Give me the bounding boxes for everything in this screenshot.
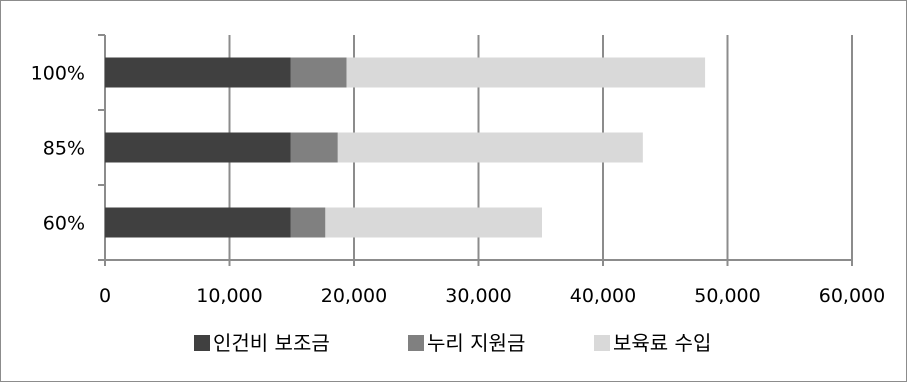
x-tick-label: 30,000 (445, 285, 511, 307)
x-tick-label: 60,000 (819, 285, 885, 307)
x-tick-label: 20,000 (321, 285, 387, 307)
legend: 인건비 보조금 누리 지원금 보육료 수입 (194, 331, 711, 355)
x-tick-label: 0 (99, 285, 111, 307)
bar-segment (290, 57, 347, 88)
bar-segment (290, 207, 326, 238)
bar-segment (105, 57, 291, 88)
bars (105, 57, 706, 238)
legend-swatch (594, 335, 610, 351)
x-tick-label: 10,000 (196, 285, 262, 307)
legend-swatch (408, 335, 424, 351)
bar-segment (105, 207, 291, 238)
y-tick-label: 60% (43, 213, 85, 235)
legend-swatch (194, 335, 210, 351)
x-tick-label: 50,000 (694, 285, 760, 307)
bar-segment (105, 132, 291, 163)
y-tick-label: 100% (31, 63, 85, 85)
bar-segment (325, 207, 542, 238)
legend-label: 보육료 수입 (613, 331, 711, 355)
x-tick-label: 40,000 (570, 285, 636, 307)
x-tick-labels: 0 10,000 20,000 30,000 40,000 50,000 60,000 (99, 285, 885, 307)
bar-segment (346, 57, 706, 88)
legend-label: 누리 지원금 (427, 331, 525, 355)
legend-label: 인건비 보조금 (213, 331, 330, 355)
y-tick-label: 85% (43, 138, 85, 160)
y-tick-labels: 100% 85% 60% (31, 63, 85, 235)
bar-segment (290, 132, 338, 163)
bar-segment (337, 132, 643, 163)
